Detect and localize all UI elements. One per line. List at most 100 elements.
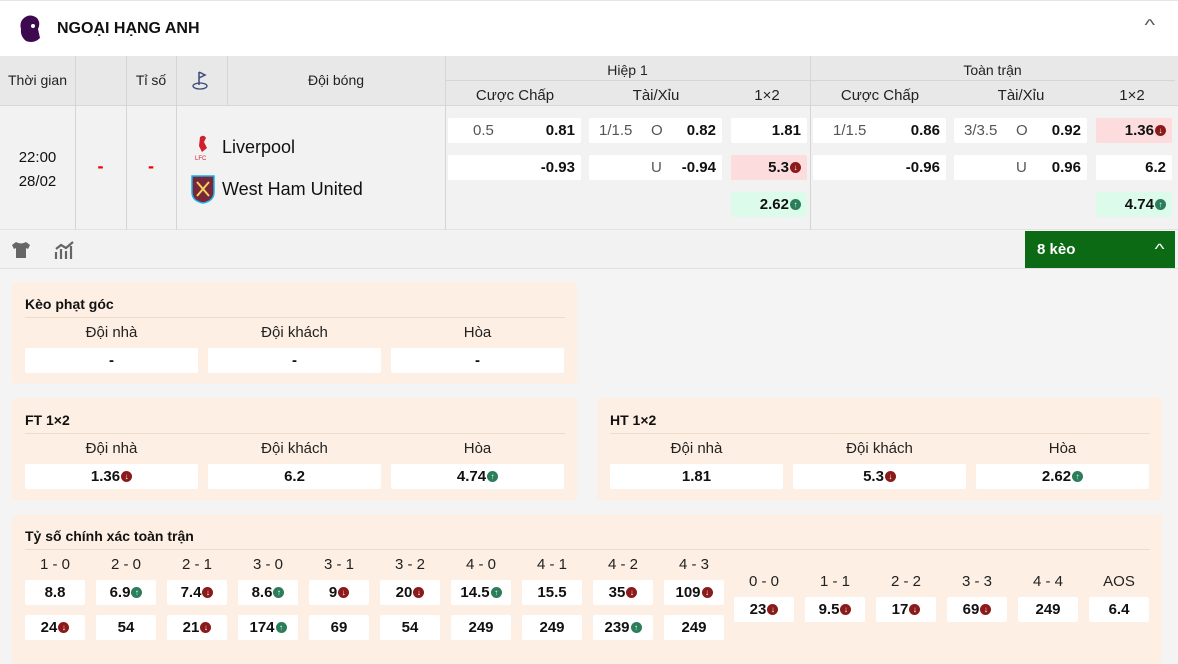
score-odd-draw[interactable]: 17 ↓ — [876, 597, 936, 622]
odd-value: 9.5 — [818, 601, 840, 618]
score-odd-draw[interactable]: 9.5 ↓ — [805, 597, 865, 622]
ou-line: 3/3.5 — [964, 122, 998, 139]
score-odd-away[interactable]: 249 — [451, 615, 511, 640]
arrow-up-icon: ↑ — [275, 622, 287, 633]
over-under-odd[interactable]: U 0.96 — [954, 155, 1087, 180]
arrow-down-icon: ↓ — [884, 471, 896, 482]
handicap-value: -0.96 — [905, 159, 940, 176]
score-odd-home[interactable]: 7.4 ↓ — [167, 580, 227, 605]
outcome-odd[interactable]: - — [391, 348, 564, 373]
score-odd-home[interactable]: 109 ↓ — [664, 580, 724, 605]
handicap-odd[interactable]: 0.5 0.81 — [448, 118, 581, 143]
score-label: 4 - 3 — [678, 556, 709, 573]
score-odd-home[interactable]: 8.8 — [25, 580, 85, 605]
outcome-odd[interactable]: 1.81 — [610, 464, 783, 489]
over-under-odd[interactable]: U -0.94 — [589, 155, 722, 180]
odd-value: 23 — [749, 601, 767, 618]
collapse-chevron-icon[interactable]: ^ — [1144, 17, 1156, 34]
score-odd-away[interactable]: 21 ↓ — [167, 615, 227, 640]
odd-value: 5.3 — [768, 159, 789, 176]
jersey-icon[interactable] — [11, 241, 31, 259]
arrow-up-icon: ↑ — [490, 587, 502, 598]
over-under-odd[interactable]: 1/1.5 O 0.82 — [589, 118, 722, 143]
score-odd-home[interactable]: 20 ↓ — [380, 580, 440, 605]
outcome-label: Hòa — [463, 324, 492, 341]
col-half: Hiệp 1 — [607, 62, 648, 78]
arrow-down-icon: ↓ — [626, 587, 638, 598]
1x2-odd[interactable]: 5.3 ↓ — [731, 155, 807, 180]
over-under-odd[interactable]: 3/3.5 O 0.92 — [954, 118, 1087, 143]
score-odd-home[interactable]: 6.9 ↑ — [96, 580, 156, 605]
1x2-odd[interactable]: 4.74 ↑ — [1096, 192, 1172, 217]
col-ft-1x2: 1×2 — [1119, 87, 1145, 104]
score-odd-away[interactable]: 239 ↑ — [593, 615, 653, 640]
outcome-odd[interactable]: - — [25, 348, 198, 373]
score-odd-away[interactable]: 249 — [522, 615, 582, 640]
col-ft-handicap: Cược Chấp — [840, 87, 920, 104]
odd-value: 1.36 — [1124, 122, 1154, 139]
handicap-odd[interactable]: 1/1.5 0.86 — [813, 118, 946, 143]
match-date: 28/02 — [18, 173, 57, 190]
score-odd-home[interactable]: 15.5 — [522, 580, 582, 605]
score-odd-draw[interactable]: 23 ↓ — [734, 597, 794, 622]
handicap-odd[interactable]: -0.93 — [448, 155, 581, 180]
score-label: 4 - 1 — [536, 556, 567, 573]
outcome-odd[interactable]: 2.62 ↑ — [976, 464, 1149, 489]
odd-value: 249 — [539, 619, 565, 636]
home-team[interactable]: Liverpool — [222, 137, 296, 157]
score-odd-away[interactable]: 24 ↓ — [25, 615, 85, 640]
outcome-label: Đội nhà — [670, 440, 723, 457]
score-odd-away[interactable]: 249 — [664, 615, 724, 640]
match-time: 22:00 — [18, 149, 57, 166]
stats-chart-icon[interactable] — [54, 240, 76, 260]
arrow-down-icon: ↓ — [338, 587, 350, 598]
score-odd-home[interactable]: 9 ↓ — [309, 580, 369, 605]
odd-value: 6.9 — [109, 584, 131, 601]
odd-value: 17 — [891, 601, 909, 618]
odd-value: 1.36 — [90, 468, 121, 485]
col-full: Toàn trận — [963, 62, 1022, 78]
score-label: 3 - 2 — [394, 556, 425, 573]
arrow-down-icon: ↓ — [58, 622, 70, 633]
outcome-odd[interactable]: 1.36 ↓ — [25, 464, 198, 489]
outcome-label: Đội khách — [261, 324, 328, 341]
handicap-value: -0.93 — [540, 159, 575, 176]
score-label: 1 - 0 — [39, 556, 70, 573]
outcome-odd[interactable]: - — [208, 348, 381, 373]
score-odd-away[interactable]: 54 — [96, 615, 156, 640]
ht-1x2-panel: HT 1×2 Đội nhà 1.81 Đội khách 5.3 ↓ Hòa 2.62 ↑ — [597, 398, 1162, 500]
liverpool-crest-icon: LFC — [195, 135, 207, 162]
outcome-odd[interactable]: 5.3 ↓ — [793, 464, 966, 489]
odd-value: - — [292, 352, 297, 369]
score-odd-away[interactable]: 174 ↑ — [238, 615, 298, 640]
1x2-odd[interactable]: 2.62 ↑ — [731, 192, 807, 217]
score-odd-away[interactable]: 54 — [380, 615, 440, 640]
svg-text:LFC: LFC — [195, 156, 207, 162]
arrow-down-icon: ↓ — [202, 587, 214, 598]
handicap-odd[interactable]: -0.96 — [813, 155, 946, 180]
score-odd-away[interactable]: 69 — [309, 615, 369, 640]
1x2-odd[interactable]: 1.81 — [731, 118, 807, 143]
more-markets-button[interactable]: 8 kèo ^ — [1025, 231, 1175, 268]
1x2-odd[interactable]: 1.36 ↓ — [1096, 118, 1172, 143]
score-odd-draw[interactable]: 6.4 — [1089, 597, 1149, 622]
away-team[interactable]: West Ham United — [222, 179, 363, 199]
arrow-up-icon: ↑ — [273, 587, 285, 598]
score-odd-draw[interactable]: 249 — [1018, 597, 1078, 622]
score-label: 4 - 4 — [1032, 573, 1063, 590]
score-odd-home[interactable]: 8.6 ↑ — [238, 580, 298, 605]
odd-value: 15.5 — [537, 584, 567, 601]
outcome-odd[interactable]: 6.2 — [208, 464, 381, 489]
score-odd-home[interactable]: 14.5 ↑ — [451, 580, 511, 605]
handicap-value: 0.81 — [545, 122, 575, 139]
odd-value: 2.62 — [759, 196, 789, 213]
score-odd-home[interactable]: 35 ↓ — [593, 580, 653, 605]
score-odd-draw[interactable]: 69 ↓ — [947, 597, 1007, 622]
handicap-line: 1/1.5 — [833, 122, 867, 139]
match-row[interactable]: 22:00 28/02 - - LFC Liverpool West Ham U… — [0, 106, 1178, 230]
match-toolbar — [0, 231, 1178, 269]
outcome-odd[interactable]: 4.74 ↑ — [391, 464, 564, 489]
1x2-odd[interactable]: 6.2 — [1096, 155, 1172, 180]
panel-title: Tỷ số chính xác toàn trận — [25, 528, 194, 544]
outcome-label: Đội nhà — [85, 324, 138, 341]
